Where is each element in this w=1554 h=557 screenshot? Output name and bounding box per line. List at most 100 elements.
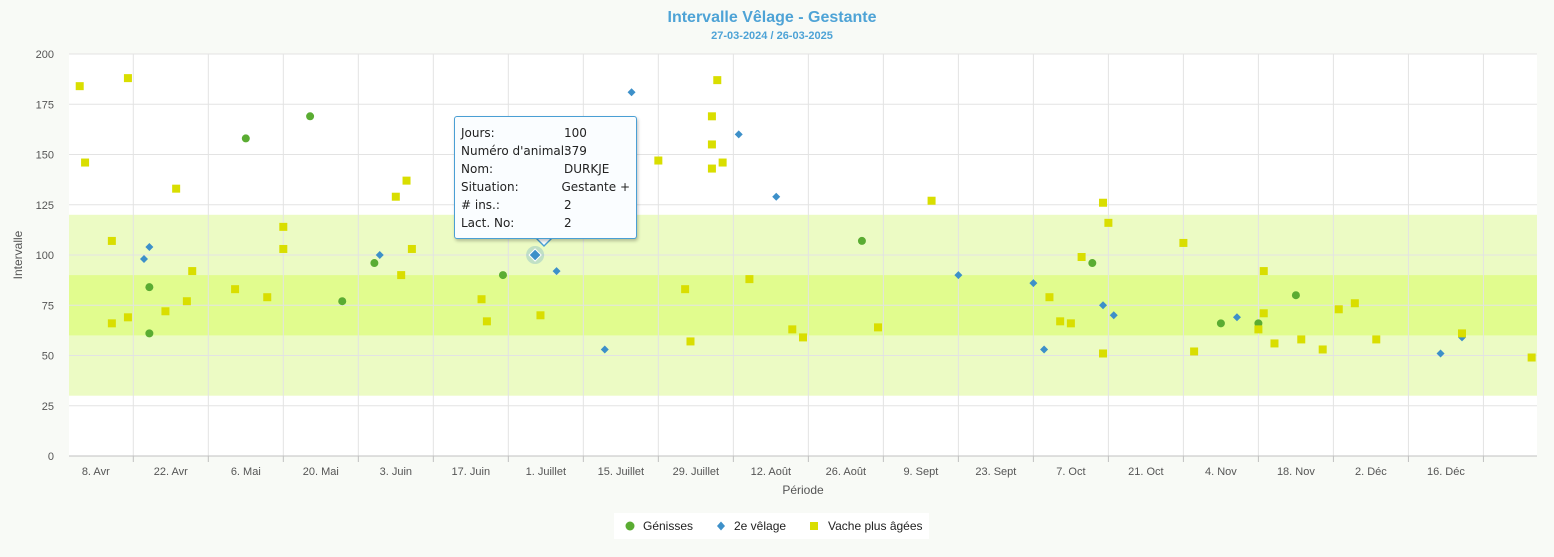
x-tick-label: 29. Juillet — [673, 466, 719, 478]
data-point-diamond — [1099, 301, 1108, 310]
x-tick-label: 4. Nov — [1205, 466, 1237, 478]
data-point-circle — [145, 283, 154, 292]
chart-subtitle: 27-03-2024 / 26-03-2025 — [711, 30, 833, 42]
y-tick-label: 175 — [36, 99, 54, 111]
data-point-square — [1334, 305, 1343, 314]
data-point-diamond — [1436, 349, 1445, 358]
tooltip-row: Nom: DURKJE — [461, 160, 630, 178]
data-point-square — [707, 140, 716, 149]
data-point-square — [231, 285, 240, 294]
highlighted-data-point — [528, 248, 542, 262]
tooltip-value: 2 — [564, 216, 572, 230]
x-tick-label: 26. Août — [826, 466, 866, 478]
x-tick-label: 20. Mai — [303, 466, 339, 478]
data-point-square — [1259, 309, 1268, 318]
data-point-square — [745, 275, 754, 284]
tooltip-label: Lact. No: — [461, 216, 515, 230]
data-point-square — [1077, 253, 1086, 262]
data-point-square — [927, 196, 936, 205]
x-tick-label: 8. Avr — [82, 466, 110, 478]
y-tick-label: 200 — [36, 49, 54, 61]
axes: 0 25 50 75 100 125 150 175 200 8. Avr 22. Avr 6. Ma… — [36, 49, 1537, 478]
data-point-circle — [857, 236, 866, 245]
data-point-circle — [306, 112, 315, 121]
tooltip-label: Jours: — [461, 126, 495, 140]
data-point-square — [1270, 339, 1279, 348]
x-tick-label: 22. Avr — [154, 466, 188, 478]
data-point-square — [1350, 299, 1359, 308]
tooltip-value: DURKJE — [564, 162, 610, 176]
data-point-square — [1099, 349, 1108, 358]
x-tick-label: 21. Oct — [1128, 466, 1163, 478]
x-tick-label: 1. Juillet — [526, 466, 566, 478]
legend-square-icon — [810, 522, 818, 530]
data-point-square — [1457, 329, 1466, 338]
data-point-diamond — [1232, 313, 1241, 322]
y-tick-label: 25 — [42, 401, 54, 413]
data-point-square — [1045, 293, 1054, 302]
legend-label: Génisses — [643, 519, 693, 533]
data-point-square — [874, 323, 883, 332]
tooltip-row: Numéro d'animal: 379 — [461, 142, 630, 160]
data-point-square — [1297, 335, 1306, 344]
data-point-square — [391, 192, 400, 201]
x-tick-label: 16. Déc — [1427, 466, 1465, 478]
data-point-square — [397, 271, 406, 280]
data-point-square — [1372, 335, 1381, 344]
y-tick-label: 0 — [48, 451, 54, 463]
data-point-square — [536, 311, 545, 320]
data-point-diamond — [1029, 279, 1038, 288]
data-point-circle — [1254, 319, 1263, 328]
data-point-square — [188, 267, 197, 276]
data-point-diamond — [1040, 345, 1049, 354]
data-point-diamond — [772, 192, 781, 201]
legend-item-2e-velage[interactable]: 2e vêlage — [717, 519, 786, 533]
tooltip-label: Numéro d'animal: — [461, 144, 569, 158]
data-point-circle — [370, 259, 379, 268]
tooltip-arrow-inner — [536, 237, 552, 245]
x-tick-label: 7. Oct — [1056, 466, 1085, 478]
data-point-square — [1527, 353, 1536, 362]
legend-item-vache-plus-agees[interactable]: Vache plus âgées — [810, 519, 923, 533]
data-point-diamond — [140, 255, 149, 264]
grid-lines — [69, 53, 1537, 457]
x-tick-label: 9. Sept — [903, 466, 938, 478]
data-point-square — [402, 176, 411, 185]
data-point-square — [123, 74, 132, 83]
data-point-square — [1259, 267, 1268, 276]
data-point-circle — [1216, 319, 1225, 328]
tooltip-row: Lact. No: 2 — [461, 214, 630, 232]
y-tick-label: 100 — [36, 250, 54, 262]
x-tick-label: 17. Juin — [452, 466, 491, 478]
x-tick-label: 3. Juin — [380, 466, 412, 478]
data-point-square — [75, 82, 84, 91]
data-point-square — [161, 307, 170, 316]
data-point-square — [1190, 347, 1199, 356]
y-axis-title: Intervalle — [11, 230, 25, 279]
data-point-diamond — [954, 271, 963, 280]
data-point-circle — [498, 271, 507, 280]
legend-item-genisses[interactable]: Génisses — [625, 519, 694, 533]
data-point-diamond — [552, 267, 561, 276]
data-point-square — [707, 164, 716, 173]
data-point-diamond — [600, 345, 609, 354]
data-point-square — [788, 325, 797, 334]
data-point-diamond — [375, 251, 384, 259]
data-points — [75, 74, 1536, 362]
data-point-circle — [1291, 291, 1300, 300]
data-point-square — [407, 244, 416, 253]
y-tick-label: 75 — [42, 300, 54, 312]
data-point-square — [182, 297, 191, 306]
tooltip-label: # ins.: — [461, 198, 500, 212]
data-point-circle — [145, 329, 154, 338]
data-point-square — [279, 222, 288, 231]
tooltip-row: # ins.: 2 — [461, 196, 630, 214]
data-point-tooltip: Jours: 100 Numéro d'animal: 379 Nom: DURKJE… — [454, 116, 637, 239]
data-point-square — [1179, 238, 1188, 247]
x-tick-label: 2. Déc — [1355, 466, 1387, 478]
data-point-square — [654, 156, 663, 165]
chart-title: Intervalle Vêlage - Gestante — [668, 9, 877, 26]
data-point-square — [713, 76, 722, 85]
